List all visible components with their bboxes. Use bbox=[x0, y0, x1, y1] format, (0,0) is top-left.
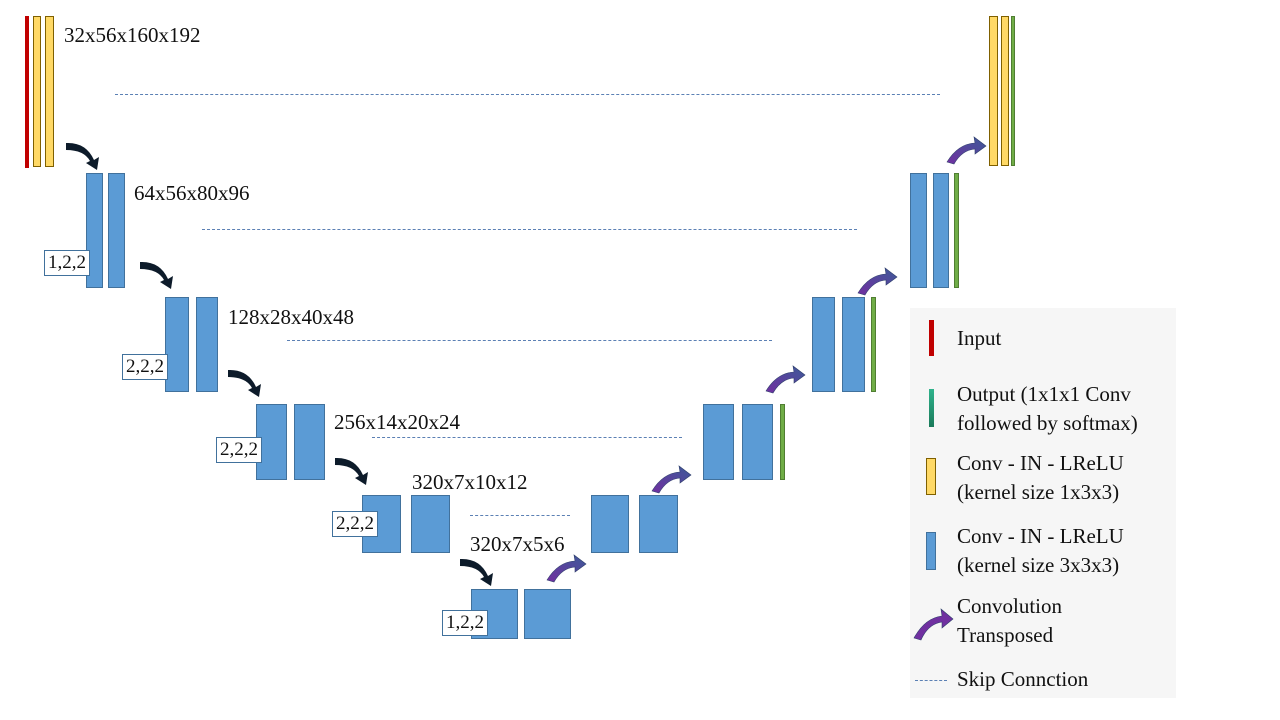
downsample-arrow-icon bbox=[140, 261, 173, 289]
downsample-arrow-icon bbox=[460, 558, 493, 586]
dec2-conv-block-1 bbox=[910, 173, 927, 288]
conv-transposed-arrow-icon bbox=[857, 267, 898, 296]
legend-input-label: Input bbox=[957, 326, 1002, 350]
skip-connection-level-1 bbox=[115, 94, 940, 95]
dec3-output-block bbox=[871, 297, 876, 392]
legend-conv-transposed-arrow-icon bbox=[913, 608, 954, 641]
enc2-conv-block-1 bbox=[86, 173, 103, 288]
skip-connection-level-4 bbox=[372, 437, 682, 438]
legend-conv333-swatch bbox=[926, 532, 936, 570]
enc1-conv-block-2 bbox=[45, 16, 54, 167]
legend: Input Output (1x1x1 Conv followed by sof… bbox=[910, 308, 1176, 698]
skip-connection-level-2 bbox=[202, 229, 857, 230]
legend-conv333-label-line1: Conv - IN - LReLU bbox=[957, 524, 1124, 548]
downsample-arrow-icon bbox=[66, 142, 99, 170]
conv-transposed-arrow-icon bbox=[946, 136, 987, 165]
legend-conv133-swatch bbox=[926, 458, 936, 495]
dec1-output-block bbox=[1011, 16, 1015, 166]
legend-skip-swatch bbox=[915, 680, 947, 681]
dec1-conv-block-2 bbox=[1001, 16, 1009, 166]
skip-connection-level-3 bbox=[287, 340, 772, 341]
legend-output-label-line2: followed by softmax) bbox=[957, 411, 1138, 435]
dec4-conv-block-1 bbox=[703, 404, 734, 480]
dec5-conv-block-2 bbox=[639, 495, 678, 553]
enc5-conv-block-2 bbox=[411, 495, 450, 553]
enc5-conv-block-1 bbox=[362, 495, 401, 553]
enc4-conv-block-2 bbox=[294, 404, 325, 480]
enc2-conv-block-2 bbox=[108, 173, 125, 288]
dec3-conv-block-1 bbox=[812, 297, 835, 392]
legend-convt-label-line2: Transposed bbox=[957, 623, 1054, 647]
downsample-arrow-icon bbox=[335, 457, 368, 485]
enc5-dimension-label: 320x7x10x12 bbox=[412, 470, 528, 494]
enc3-dimension-label: 128x28x40x48 bbox=[228, 305, 354, 329]
legend-input-swatch bbox=[929, 320, 934, 356]
dec2-conv-block-2 bbox=[933, 173, 949, 288]
legend-conv333-label-line2: (kernel size 3x3x3) bbox=[957, 553, 1120, 577]
dec4-output-block bbox=[780, 404, 785, 480]
bottleneck-dimension-label: 320x7x5x6 bbox=[470, 532, 565, 556]
enc3-conv-block-2 bbox=[196, 297, 218, 392]
enc1-conv-block-1 bbox=[33, 16, 41, 167]
enc4-stride-label: 2,2,2 bbox=[216, 437, 262, 463]
enc1-dimension-label: 32x56x160x192 bbox=[64, 23, 201, 47]
bottleneck-conv-block-2 bbox=[524, 589, 571, 639]
legend-output-label-line1: Output (1x1x1 Conv bbox=[957, 382, 1131, 406]
legend-convt-label-line1: Convolution bbox=[957, 594, 1063, 618]
input-block bbox=[25, 16, 29, 168]
enc2-dimension-label: 64x56x80x96 bbox=[134, 181, 250, 205]
enc5-stride-label: 2,2,2 bbox=[332, 511, 378, 537]
dec2-output-block bbox=[954, 173, 959, 288]
dec3-conv-block-2 bbox=[842, 297, 865, 392]
bottleneck-stride-label: 1,2,2 bbox=[442, 610, 488, 636]
legend-conv133-label-line2: (kernel size 1x3x3) bbox=[957, 480, 1120, 504]
conv-transposed-arrow-icon bbox=[651, 465, 692, 494]
dec1-conv-block-1 bbox=[989, 16, 998, 166]
legend-output-swatch bbox=[929, 389, 934, 427]
enc3-stride-label: 2,2,2 bbox=[122, 354, 168, 380]
legend-conv133-label-line1: Conv - IN - LReLU bbox=[957, 451, 1124, 475]
conv-transposed-arrow-icon bbox=[546, 554, 587, 583]
dec4-conv-block-2 bbox=[742, 404, 773, 480]
skip-connection-level-5 bbox=[470, 515, 570, 516]
conv-transposed-arrow-icon bbox=[765, 365, 806, 394]
dec5-conv-block-1 bbox=[591, 495, 629, 553]
legend-skip-label: Skip Connction bbox=[957, 667, 1089, 691]
enc2-stride-label: 1,2,2 bbox=[44, 250, 90, 276]
enc3-conv-block-1 bbox=[165, 297, 189, 392]
enc4-dimension-label: 256x14x20x24 bbox=[334, 410, 460, 434]
downsample-arrow-icon bbox=[228, 369, 261, 397]
